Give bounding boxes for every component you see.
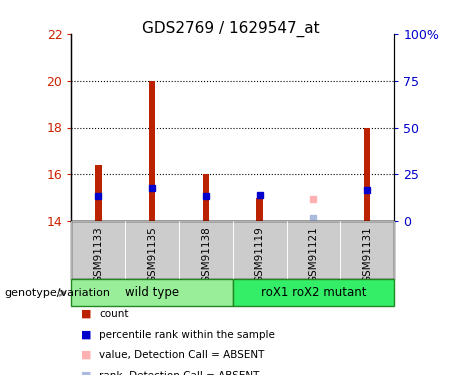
Bar xyxy=(256,198,263,221)
Bar xyxy=(203,174,209,221)
Bar xyxy=(233,221,287,279)
Text: wild type: wild type xyxy=(125,286,179,299)
Text: ■: ■ xyxy=(81,330,91,339)
Text: count: count xyxy=(99,309,129,319)
Text: rank, Detection Call = ABSENT: rank, Detection Call = ABSENT xyxy=(99,371,260,375)
Text: GSM91121: GSM91121 xyxy=(308,226,319,283)
Bar xyxy=(95,165,101,221)
Text: percentile rank within the sample: percentile rank within the sample xyxy=(99,330,275,339)
Bar xyxy=(364,128,371,221)
Bar xyxy=(71,221,125,279)
Bar xyxy=(179,221,233,279)
Text: value, Detection Call = ABSENT: value, Detection Call = ABSENT xyxy=(99,350,265,360)
Text: GSM91138: GSM91138 xyxy=(201,226,211,283)
Text: GSM91131: GSM91131 xyxy=(362,226,372,283)
Bar xyxy=(125,221,179,279)
Bar xyxy=(233,279,394,306)
Text: GDS2769 / 1629547_at: GDS2769 / 1629547_at xyxy=(142,21,319,37)
Bar xyxy=(310,220,317,221)
Text: GSM91135: GSM91135 xyxy=(147,226,157,283)
Bar xyxy=(340,221,394,279)
Bar xyxy=(71,279,233,306)
Text: genotype/variation: genotype/variation xyxy=(5,288,111,298)
Text: GSM91133: GSM91133 xyxy=(93,226,103,283)
Text: ■: ■ xyxy=(81,309,91,319)
Text: GSM91119: GSM91119 xyxy=(254,226,265,283)
Text: ■: ■ xyxy=(81,371,91,375)
Text: roX1 roX2 mutant: roX1 roX2 mutant xyxy=(261,286,366,299)
Text: ■: ■ xyxy=(81,350,91,360)
Bar xyxy=(149,81,155,221)
Bar xyxy=(287,221,340,279)
